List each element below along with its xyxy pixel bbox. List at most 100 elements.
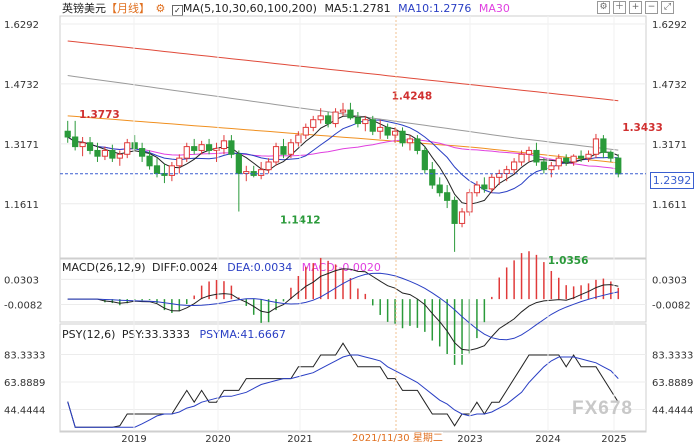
candle-body — [131, 142, 138, 150]
candle-body — [347, 109, 354, 119]
candle-body — [488, 176, 495, 190]
candle — [131, 135, 138, 151]
candle — [72, 120, 79, 151]
candle-body — [555, 157, 562, 167]
candle — [250, 165, 257, 178]
period-select[interactable]: 【月线】 — [106, 2, 150, 15]
candle-body — [496, 172, 503, 178]
main-legend: 英镑美元【月线】 ⚙ ✓ MA(5,10,30,60,100,200) MA5:1… — [62, 2, 510, 16]
candle-body — [399, 130, 406, 144]
candle-body — [64, 130, 71, 138]
candle-body — [272, 146, 280, 163]
candle — [272, 142, 280, 166]
candle-body — [79, 142, 86, 148]
psyma-line — [67, 354, 619, 428]
candle — [109, 144, 116, 162]
ma30-label: MA30 — [478, 2, 510, 15]
candle — [600, 135, 607, 159]
candle-body — [310, 119, 317, 128]
zoom-out-icon[interactable]: − — [645, 1, 658, 14]
candle-body — [198, 144, 205, 151]
candle — [577, 150, 585, 162]
candle — [533, 142, 540, 166]
psy-y-tick-right: 83.3333 — [652, 351, 693, 362]
dea-value: DEA:0.0034 — [227, 261, 293, 274]
candle-body — [191, 146, 198, 151]
candle — [86, 137, 94, 155]
candle-body — [362, 119, 369, 125]
psy-panel: 83.3333 83.3333 63.8889 63.8889 44.4444 44.44… — [4, 342, 693, 428]
candle — [176, 154, 183, 174]
moving-average-lines — [67, 40, 619, 205]
candle — [399, 127, 406, 147]
candle — [406, 135, 414, 151]
macd-y-tick-right: -0.0082 — [652, 300, 691, 311]
candle-body — [511, 161, 518, 171]
candle-body — [354, 117, 361, 125]
candle-body — [109, 149, 116, 159]
candle-body — [429, 169, 436, 186]
candle — [161, 163, 168, 184]
candle — [213, 142, 220, 162]
candle — [607, 150, 614, 162]
candle-body — [332, 111, 339, 125]
macd-y-tick-left: 0.0303 — [4, 275, 39, 286]
psy-y-tick-left: 63.8889 — [4, 378, 45, 389]
dea-line — [67, 272, 619, 341]
candle — [488, 173, 495, 193]
candle-body — [325, 115, 332, 125]
candle — [332, 108, 339, 128]
current-price-tag: 1.2392 — [650, 172, 694, 189]
candle-body — [213, 148, 220, 151]
candle-body — [176, 157, 183, 167]
candle-body — [183, 146, 190, 159]
candle-body — [518, 153, 525, 163]
candle — [310, 115, 317, 132]
candle — [198, 140, 205, 155]
period-gear-icon[interactable]: ⚙ — [155, 2, 166, 15]
candle — [153, 158, 161, 178]
candle — [570, 154, 577, 166]
watermark-logo: FX678 — [572, 398, 633, 419]
candle-body — [592, 138, 600, 155]
panel-frames — [59, 15, 647, 433]
candle-body — [339, 109, 347, 113]
candle-body — [444, 192, 451, 201]
candle — [414, 135, 421, 155]
time-axis: 2019 2020 2021 2023 2024 2025 — [60, 16, 646, 445]
candle-body — [548, 165, 555, 171]
main-panel-frame — [59, 15, 647, 259]
x-tick-label: 2020 — [205, 434, 230, 445]
macd-y-tick-right: 0.0303 — [652, 275, 687, 286]
x-tick-label: 2019 — [121, 434, 146, 445]
candle — [525, 146, 533, 162]
price-annotation: 1.3773 — [79, 109, 120, 121]
candle-body — [205, 144, 213, 151]
candle-body — [451, 199, 458, 224]
candle — [124, 138, 131, 159]
symbol-label: 英镑美元 — [62, 2, 106, 15]
settings-icon[interactable]: ⚙ — [597, 1, 610, 14]
candle — [391, 127, 399, 143]
candle — [64, 120, 71, 143]
candle — [258, 161, 265, 180]
candle-body — [124, 142, 131, 155]
main-y-tick-right: 1.1611 — [652, 200, 687, 211]
crosshair-icon[interactable]: ＋ — [613, 1, 626, 14]
candle-body — [235, 153, 242, 174]
candle — [540, 158, 547, 174]
candle — [205, 138, 213, 155]
macd-panel-frame — [59, 258, 647, 323]
expand-icon[interactable]: ⤢ — [661, 1, 674, 14]
price-axis: 1.6292 1.6292 1.4732 1.4732 1.3171 1.3171 1.16… — [4, 20, 687, 211]
candle — [585, 150, 592, 162]
ma200-line — [67, 40, 619, 102]
candle — [362, 115, 369, 132]
candle — [280, 138, 287, 159]
zoom-in-icon[interactable]: + — [629, 1, 642, 14]
candle — [295, 131, 302, 147]
candle — [317, 108, 324, 124]
psy-y-tick-right: 44.4444 — [652, 406, 693, 417]
candle-body — [287, 142, 295, 155]
